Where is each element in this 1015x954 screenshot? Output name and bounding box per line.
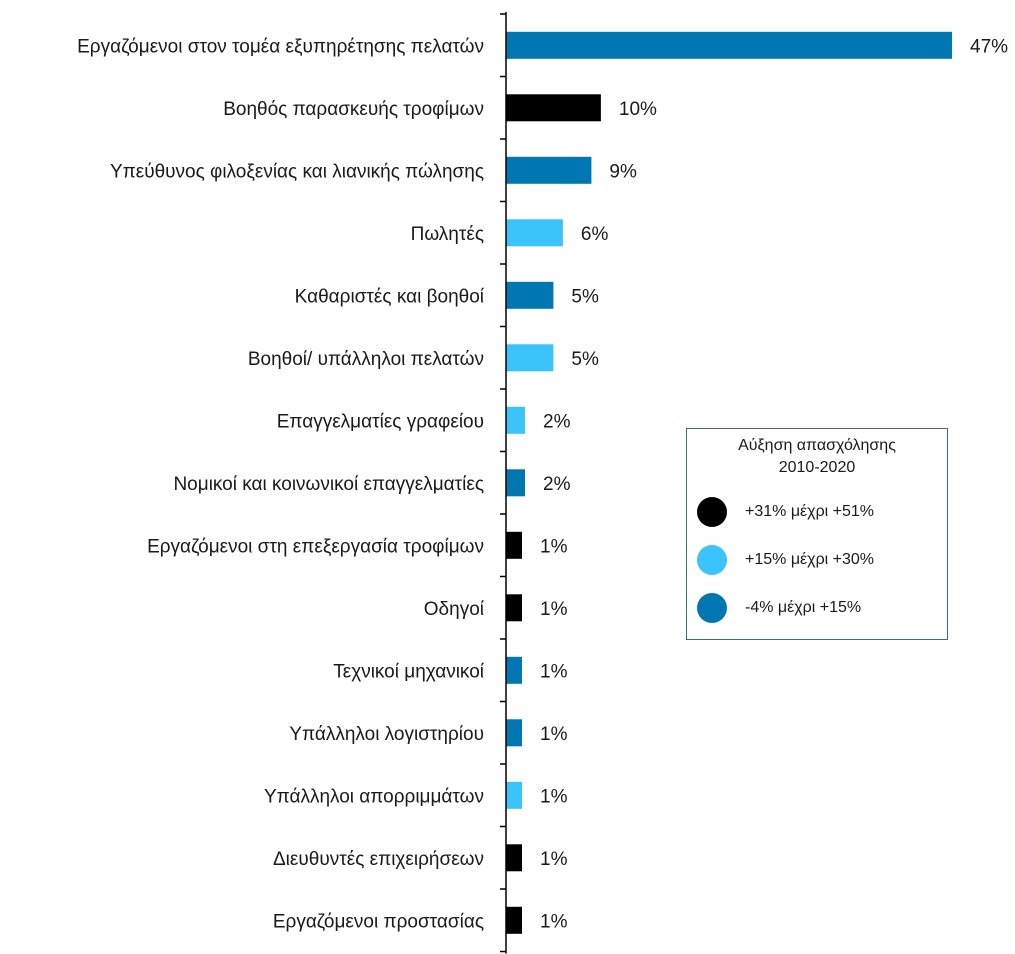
legend-item-mid-growth: +15% μέχρι +30% [697,545,874,575]
category-label: Υπάλληλοι λογιστηρίου [289,724,484,745]
value-label: 2% [543,474,571,495]
bar [506,157,591,184]
value-label: 2% [543,411,571,432]
value-label: 5% [571,286,599,307]
legend-label-mid: -4% μέχρι +15% [745,599,861,617]
category-label: Νομικοί και κοινωνικοί επαγγελματίες [173,474,484,495]
category-label: Εργαζόμενοι στη επεξεργασία τροφίμων [147,536,484,557]
value-label: 1% [540,786,568,807]
value-label: 1% [540,599,568,620]
legend-label-low: +15% μέχρι +30% [745,551,874,569]
bar [506,469,525,496]
category-label: Διευθυντές επιχειρήσεων [273,849,484,870]
category-label: Εργαζόμενοι στον τομέα εξυπηρέτησης πελα… [77,36,484,57]
category-label: Υπεύθυνος φιλοξενίας και λιανικής πώληση… [110,161,484,182]
legend-swatch-high [697,497,727,527]
value-label: 1% [540,536,568,557]
value-label: 1% [540,661,568,682]
category-label: Εργαζόμενοι προστασίας [273,911,484,932]
value-label: 1% [540,911,568,932]
value-label: 6% [581,224,609,245]
bar [506,219,563,246]
category-label: Καθαριστές και βοηθοί [295,286,485,307]
value-label: 1% [540,849,568,870]
legend-swatch-mid [697,593,727,623]
bar [506,907,522,934]
category-label: Υπάλληλοι απορριμμάτων [264,786,484,807]
bar [506,844,522,871]
category-label: Βοηθοί/ υπάλληλοι πελατών [248,349,484,370]
legend: Αύξηση απασχόλησης 2010-2020 +31% μέχρι … [686,428,948,640]
category-label: Οδηγοί [424,599,485,620]
legend-swatch-low [697,545,727,575]
category-label: Βοηθός παρασκευής τροφίμων [223,99,484,120]
legend-title-line2: 2010-2020 [687,457,947,479]
value-label: 1% [540,724,568,745]
category-label: Επαγγελματίες γραφείου [277,411,484,432]
bar [506,782,522,809]
bar [506,594,522,621]
value-label: 47% [970,36,1008,57]
bar [506,719,522,746]
category-label: Τεχνικοί μηχανικοί [333,661,485,682]
bar [506,32,952,59]
value-label: 9% [609,161,637,182]
bar [506,657,522,684]
bar [506,344,553,371]
value-label: 10% [619,99,657,120]
bar [506,532,522,559]
legend-label-high: +31% μέχρι +51% [745,503,874,521]
bar [506,407,525,434]
legend-title: Αύξηση απασχόλησης 2010-2020 [687,435,947,479]
legend-item-high: +31% μέχρι +51% [697,497,874,527]
legend-title-line1: Αύξηση απασχόλησης [687,435,947,457]
bar [506,282,553,309]
category-label: Πωλητές [411,224,484,245]
legend-item-low-growth: -4% μέχρι +15% [697,593,861,623]
bar [506,94,601,121]
value-label: 5% [571,349,599,370]
